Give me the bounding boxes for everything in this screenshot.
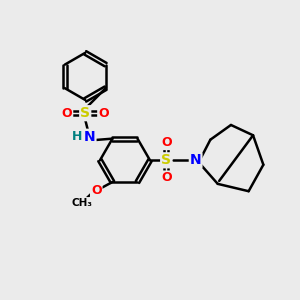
Text: S: S — [80, 106, 90, 120]
Text: CH₃: CH₃ — [71, 198, 92, 208]
Text: O: O — [62, 107, 72, 120]
Text: H: H — [72, 130, 83, 143]
Text: N: N — [84, 130, 95, 144]
Text: O: O — [98, 107, 109, 120]
Text: O: O — [161, 172, 172, 184]
Text: O: O — [91, 184, 102, 197]
Text: S: S — [161, 153, 171, 167]
Text: O: O — [161, 136, 172, 149]
Text: N: N — [190, 153, 202, 167]
